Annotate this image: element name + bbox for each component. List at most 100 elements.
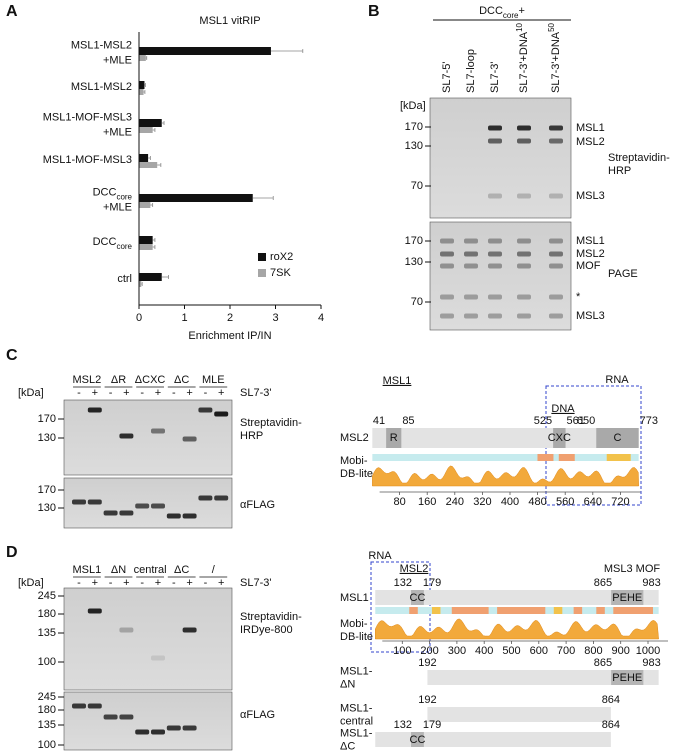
marker-label: 100 <box>38 656 56 668</box>
marker-label: 100 <box>38 739 56 751</box>
group-label: ΔN <box>111 564 126 576</box>
blot-band <box>87 499 102 505</box>
blot-band <box>549 193 563 199</box>
position-label: 179 <box>423 719 441 731</box>
domain-box <box>553 428 566 448</box>
domain-box <box>596 428 639 448</box>
domain-box <box>611 670 644 685</box>
marker-label: 180 <box>38 608 56 620</box>
protein-bar <box>427 670 659 685</box>
disorder-segment <box>596 607 605 614</box>
unit-label: [kDa] <box>18 387 44 399</box>
position-label: 192 <box>418 657 436 669</box>
lane-label: - <box>140 577 144 589</box>
blot-image <box>429 97 572 219</box>
disorder-segment <box>497 607 546 614</box>
header-part: DCC <box>479 5 503 17</box>
disorder-segment <box>553 607 563 614</box>
scale-tick-label: 500 <box>502 645 520 657</box>
scale-tick-label: 160 <box>418 496 436 508</box>
lane-label: - <box>77 577 81 589</box>
blot-band <box>198 407 213 413</box>
marker-label: 130 <box>405 140 423 152</box>
lane-label: + <box>218 387 224 399</box>
position-label: 773 <box>640 415 658 427</box>
panel-label: C <box>6 347 18 364</box>
marker-label: 135 <box>38 719 56 731</box>
legend-label: roX2 <box>270 251 293 263</box>
protein-bar <box>372 428 639 448</box>
blot-band <box>440 294 454 300</box>
lane-label-part: SL7-3'+DNA <box>550 31 562 93</box>
bar <box>139 119 162 127</box>
marker-label: 245 <box>38 691 56 703</box>
lane-label-part: SL7-3'+DNA <box>518 31 530 93</box>
header-part: core <box>503 11 519 20</box>
blot-band <box>488 238 502 244</box>
x-tick-label: 0 <box>136 312 142 324</box>
blot-band <box>103 510 118 516</box>
detection-label: Streptavidin- <box>240 611 302 623</box>
construct-label: MSL1- <box>340 727 373 739</box>
blot-band <box>72 703 86 709</box>
blot-band <box>440 263 454 269</box>
marker-label: 130 <box>38 502 56 514</box>
x-tick-label: 2 <box>227 312 233 324</box>
position-label: 864 <box>602 694 620 706</box>
blot-band <box>119 627 134 633</box>
construct-label: MSL1 <box>340 592 369 604</box>
domain-box <box>411 732 424 747</box>
blot-band <box>119 714 134 720</box>
scale-tick-label: 700 <box>557 645 575 657</box>
detection-label: αFLAG <box>240 499 275 511</box>
annotation: MSL3 MOF <box>604 563 661 575</box>
group-label: MSL1 <box>73 564 102 576</box>
position-label: 865 <box>594 657 612 669</box>
lane-label: - <box>140 387 144 399</box>
scale-tick-label: 640 <box>584 496 602 508</box>
group-label: / <box>212 564 216 576</box>
blot-band <box>119 510 134 516</box>
disorder-profile <box>375 618 659 640</box>
construct-label: MSL1- <box>340 702 373 714</box>
blot-band <box>517 263 531 269</box>
blot-band <box>517 313 531 319</box>
blot-band <box>517 138 531 144</box>
bar <box>139 194 253 202</box>
bar <box>139 281 142 287</box>
blot-band <box>440 313 454 319</box>
blot-band <box>151 428 165 434</box>
scale-tick-label: 200 <box>420 645 438 657</box>
marker-label: 180 <box>38 704 56 716</box>
category-label: +MLE <box>103 201 132 213</box>
blot-band <box>488 294 502 300</box>
blot-band <box>214 411 229 417</box>
construct-label: ΔN <box>340 678 355 690</box>
bar <box>139 236 153 244</box>
blot-band <box>464 251 478 257</box>
lane-label: - <box>77 387 81 399</box>
detection-label: αFLAG <box>240 709 275 721</box>
category-label: MSL1-MOF-MSL3 <box>43 154 132 166</box>
bar <box>139 273 162 281</box>
track-label: Mobi- <box>340 455 368 467</box>
position-label: 525 <box>534 415 552 427</box>
category-label-part: DCC <box>93 236 117 248</box>
scale-tick-label: 400 <box>475 645 493 657</box>
detection-label: IRDye-800 <box>240 624 293 636</box>
domain-box <box>386 428 402 448</box>
disorder-segment <box>537 454 554 461</box>
blot-band <box>549 138 563 144</box>
scale-tick-label: 1000 <box>636 645 660 657</box>
blot-image <box>63 691 233 751</box>
category-label-part: core <box>116 192 132 201</box>
blot-band <box>464 238 478 244</box>
domain-label: CC <box>410 592 426 604</box>
lane-label: SL7-3'+DNA10 <box>515 22 530 93</box>
category-label-part: DCC <box>93 186 117 198</box>
protein-bar <box>375 732 611 747</box>
x-tick-label: 1 <box>181 312 187 324</box>
track-label: DB-lite <box>340 468 373 480</box>
